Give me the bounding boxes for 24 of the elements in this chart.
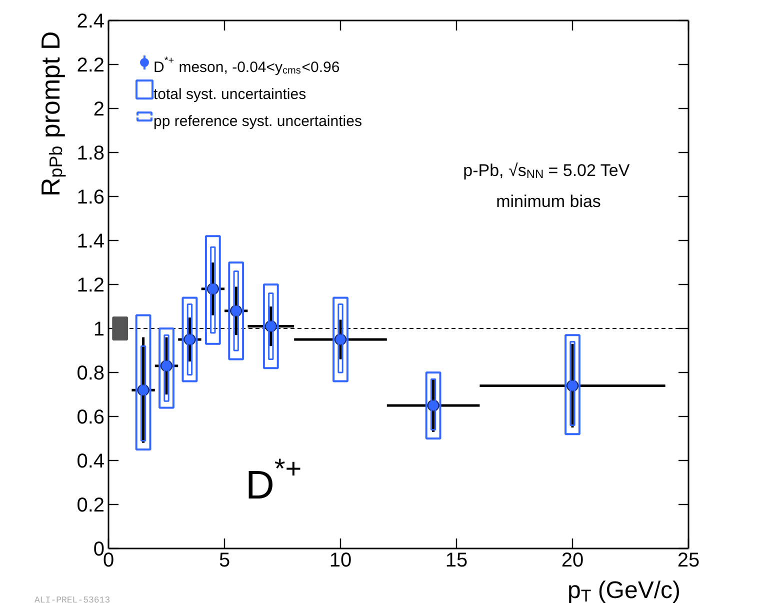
annotation: D*+: [246, 453, 302, 508]
y-tick-label: 2: [93, 98, 104, 120]
x-tick-label: 25: [677, 550, 700, 572]
x-tick-label: 15: [445, 550, 468, 572]
legend-label: pp reference syst. uncertainties: [154, 113, 362, 130]
legend-label: total syst. uncertainties: [154, 86, 306, 103]
y-axis-title: RpPb prompt D: [36, 31, 66, 196]
y-tick-label: 2.2: [76, 54, 105, 76]
x-tick-label: 20: [561, 550, 584, 572]
x-tick-label: 5: [218, 550, 230, 572]
annotation: minimum bias: [496, 192, 601, 211]
y-tick-label: 2.4: [76, 10, 105, 32]
y-tick-label: 1.2: [76, 274, 105, 296]
legend-label: D*+ meson, -0.04<ycms<0.96: [154, 56, 340, 76]
x-tick-label: 10: [329, 550, 352, 572]
y-tick-label: 1.8: [76, 142, 105, 164]
text: ALI-PREL-53613: [34, 596, 110, 603]
y-tick-label: 0.2: [76, 494, 105, 516]
y-tick-label: 1.4: [76, 230, 105, 252]
y-tick-label: 1: [93, 318, 104, 340]
y-tick-label: 1.6: [76, 186, 105, 208]
y-tick-label: 0.6: [76, 406, 105, 428]
y-tick-label: 0.8: [76, 362, 105, 384]
y-tick-label: 0.4: [76, 450, 105, 472]
